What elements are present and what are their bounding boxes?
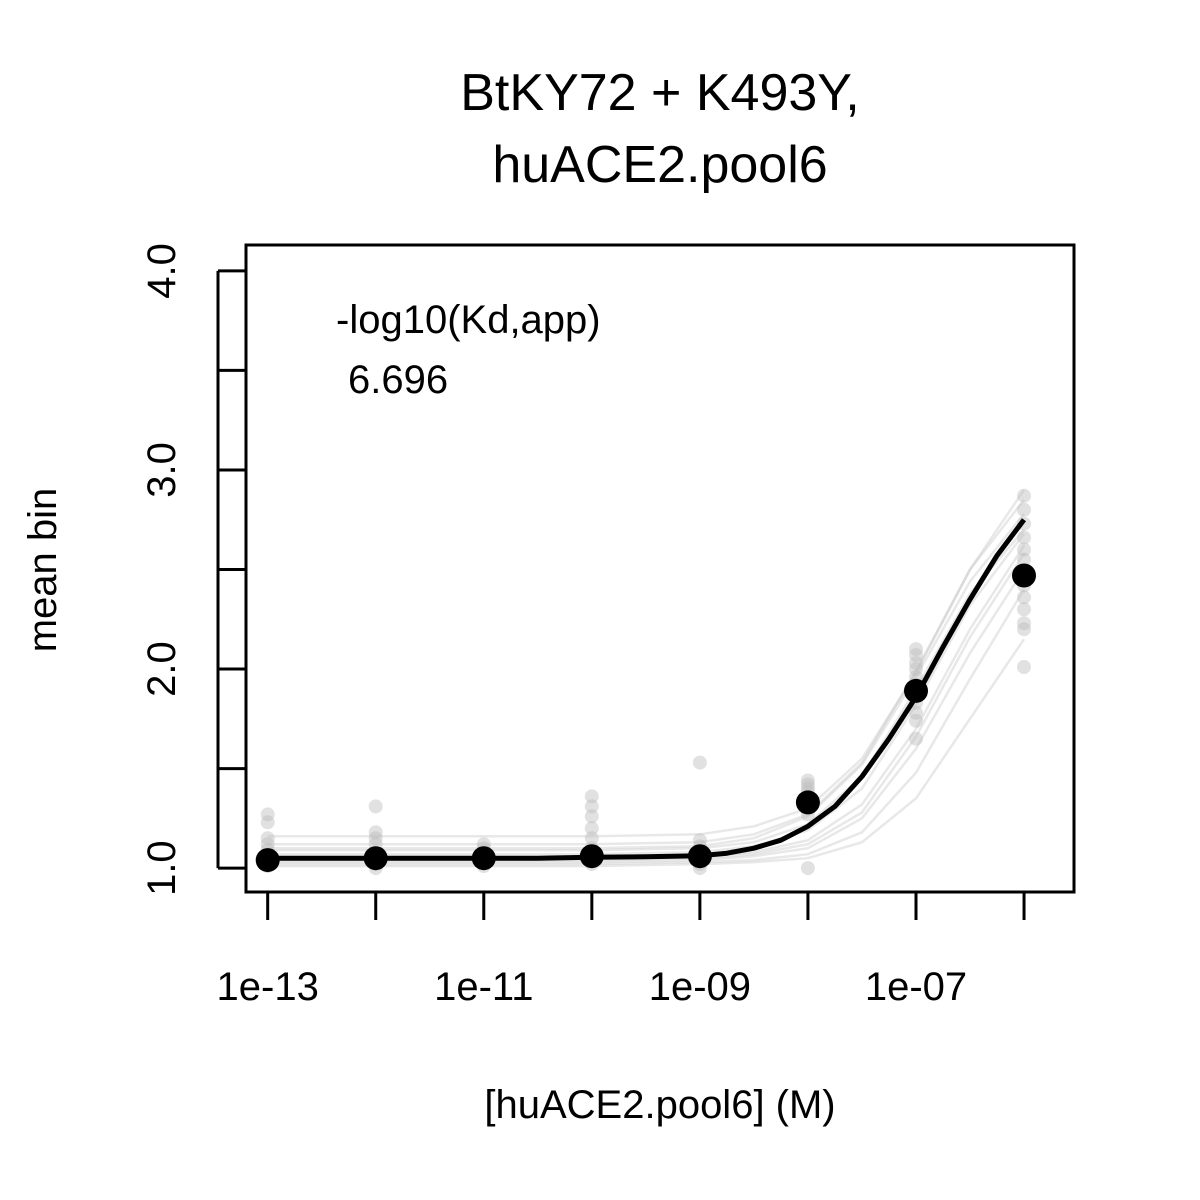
x-axis-label: [huACE2.pool6] (M): [484, 1083, 835, 1127]
replicate-point-48: [909, 656, 923, 671]
replicate-fit-curve-10: [267, 552, 1026, 862]
mean-point-3: [471, 846, 496, 871]
replicate-point-46: [909, 642, 923, 657]
replicate-fit-curve-9: [267, 513, 1025, 850]
x-tick-label-3: 1e-09: [649, 965, 751, 1009]
replicate-point-67: [1017, 616, 1031, 631]
replicate-point-58: [1017, 502, 1031, 517]
replicate-point-10: [368, 825, 383, 840]
replicate-fit-curve-8: [267, 638, 1026, 868]
mean-fit-curve: [267, 518, 1026, 861]
replicate-point-65: [1017, 590, 1031, 605]
replicate-point-55: [909, 713, 923, 728]
replicate-fit-curve-7: [267, 588, 1026, 866]
kd-annotation-label: -log10(Kd,app): [336, 298, 601, 342]
y-tick-label-5: 3.0: [140, 442, 184, 498]
mean-points: [255, 563, 1036, 873]
replicate-point-24: [584, 799, 599, 814]
replicate-fit-curve-6: [267, 568, 1026, 864]
replicate-point-60: [1017, 530, 1031, 545]
replicate-point-38: [800, 773, 815, 788]
replicate-point-11: [368, 831, 383, 846]
y-tick-label-7: 4.0: [140, 243, 184, 299]
replicate-point-47: [909, 648, 923, 663]
replicate-point-32: [692, 833, 707, 848]
replicate-point-61: [1017, 542, 1031, 557]
mean-point-4: [579, 844, 604, 869]
mean-point-2: [363, 846, 388, 871]
replicate-point-27: [584, 831, 599, 846]
replicate-point-31: [692, 755, 707, 770]
replicate-point-1: [260, 807, 275, 822]
replicate-point-66: [1017, 602, 1031, 617]
y-tick-label-3: 2.0: [140, 641, 184, 697]
mean-point-6: [795, 790, 820, 815]
chart-title-line-2: huACE2.pool6: [492, 136, 827, 194]
replicate-point-2: [260, 815, 275, 830]
replicate-point-62: [1017, 552, 1031, 567]
replicate-point-9: [368, 799, 383, 814]
replicate-point-57: [1017, 488, 1031, 503]
chart-title-line-1: BtKY72 + K493Y,: [460, 64, 859, 122]
x-tick-label-4: 1e-07: [865, 965, 967, 1009]
plot-frame: [244, 243, 1076, 894]
y-tick-label-1: 1.0: [140, 840, 184, 896]
replicate-point-56: [909, 731, 923, 746]
mean-point-1: [255, 848, 280, 873]
mean-point-7: [904, 678, 928, 703]
x-tick-label-2: 1e-11: [434, 965, 533, 1009]
x-axis: 1e-13 1e-11 1e-09 1e-07: [217, 890, 1026, 1009]
mean-point-5: [687, 844, 712, 869]
replicate-fit-curves: [267, 489, 1026, 868]
replicate-point-39: [800, 777, 815, 792]
replicate-point-69: [1017, 660, 1031, 674]
x-tick-label-1: 1e-13: [217, 965, 319, 1009]
replicate-point-25: [584, 809, 599, 824]
replicate-point-49: [909, 662, 923, 676]
replicate-fit-curve-4: [267, 532, 1025, 856]
mean-point-8: [1012, 563, 1036, 588]
replicate-point-68: [1017, 622, 1031, 637]
replicate-point-4: [260, 837, 275, 852]
kd-annotation-value: 6.696: [348, 358, 448, 402]
y-axis-label: mean bin: [21, 488, 65, 653]
y-axis: 1.0 2.0 3.0 4.0: [140, 243, 246, 896]
replicate-point-3: [260, 831, 275, 846]
replicate-point-23: [584, 789, 599, 804]
replicate-point-26: [584, 821, 599, 836]
replicate-point-45: [800, 861, 815, 876]
replicate-point-54: [909, 705, 923, 720]
